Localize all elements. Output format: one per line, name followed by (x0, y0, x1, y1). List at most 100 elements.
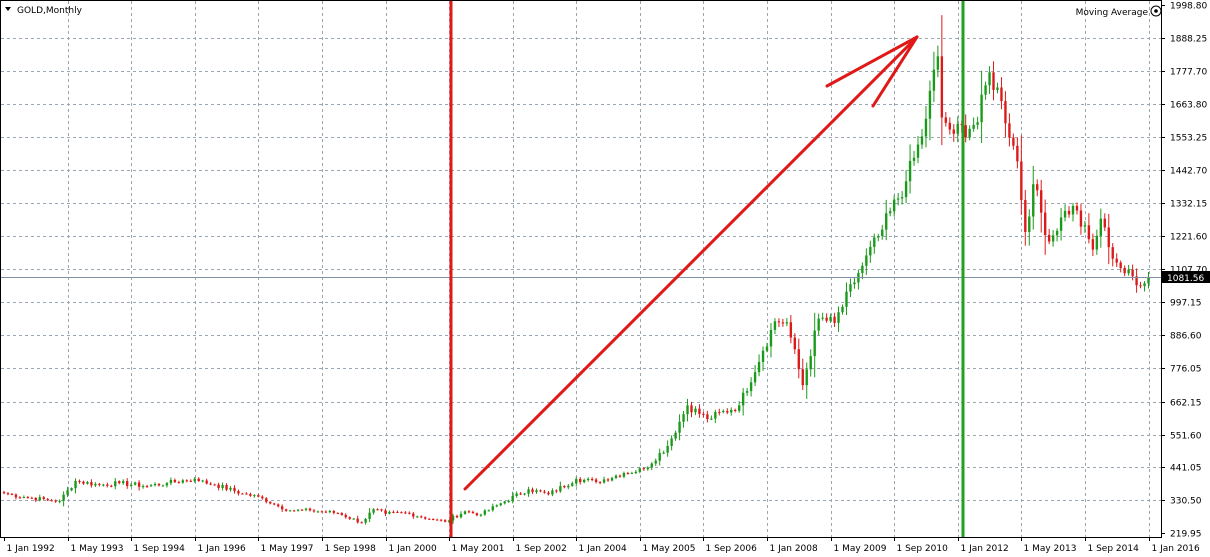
candle (114, 478, 117, 490)
candle (364, 517, 367, 525)
candle (630, 471, 634, 475)
candle (877, 233, 880, 242)
candle (94, 482, 97, 488)
axis-ticks: 1 Jan 1992 1 May 1993 1 Sep 1994 1 Jan 1996… (4, 2, 1207, 554)
candle (686, 398, 689, 422)
candle (447, 519, 451, 524)
x-tick-label: 1 Jan 2012 (961, 544, 1009, 554)
plot-frame (0, 0, 1162, 538)
candle (356, 515, 359, 524)
candle (320, 510, 324, 513)
candle (1008, 113, 1011, 147)
candle (205, 478, 208, 485)
candle (873, 233, 876, 254)
candle (722, 409, 725, 414)
candle (1012, 133, 1015, 150)
candle (801, 358, 804, 391)
candle (1000, 77, 1003, 110)
candle (451, 513, 455, 524)
candle (920, 129, 924, 149)
candle (300, 509, 304, 511)
candle (555, 489, 558, 494)
candle (439, 519, 443, 522)
candle (435, 518, 439, 521)
candle (431, 518, 435, 521)
candle (316, 510, 320, 513)
candle (833, 312, 836, 328)
candle (1075, 202, 1079, 215)
candle (165, 481, 169, 488)
x-tick-label: 1 Jan 2004 (579, 544, 627, 554)
candle (757, 354, 761, 377)
candle (1071, 202, 1075, 222)
candle (137, 480, 141, 491)
x-tick-label: 1 Sep 2002 (516, 544, 567, 554)
candle (2, 490, 6, 495)
candle (745, 387, 749, 397)
chart-title: GOLD,Monthly (17, 6, 83, 16)
candle (658, 448, 661, 466)
x-tick-label: 1 Sep 1998 (325, 544, 377, 554)
candle (1127, 264, 1130, 276)
candle (1024, 189, 1027, 246)
candle (336, 512, 340, 515)
candle (773, 318, 777, 335)
x-tick-label: 1 Sep 1994 (134, 544, 186, 554)
candle (809, 349, 812, 377)
candle (885, 199, 888, 241)
current-price-badge (1162, 271, 1210, 283)
candle (384, 508, 387, 517)
candle (368, 508, 371, 523)
indicator-settings-icon[interactable] (1150, 5, 1162, 17)
candle (249, 492, 252, 497)
candle (221, 482, 224, 491)
candle (193, 477, 196, 483)
candle (352, 517, 355, 520)
candles (2, 15, 1150, 525)
candle (785, 318, 789, 327)
candle (765, 342, 769, 353)
candle (610, 476, 614, 482)
candle (360, 521, 363, 524)
candle (443, 519, 447, 523)
candle (896, 192, 900, 206)
x-tick-label: 1 May 2001 (452, 544, 505, 554)
candle (662, 450, 665, 455)
y-tick-label: 1553.25 (1170, 134, 1207, 144)
candle (547, 491, 550, 496)
candle (567, 483, 570, 490)
candle (503, 500, 506, 505)
candle (1028, 209, 1031, 246)
candle (324, 510, 328, 513)
candle (797, 338, 800, 379)
x-tick-label: 1 Jan 2008 (770, 544, 818, 554)
candle (304, 507, 308, 512)
candle (396, 510, 399, 513)
candle (106, 482, 109, 488)
candle (38, 494, 41, 502)
candle (805, 362, 808, 399)
candle (1020, 135, 1023, 215)
candle (1079, 203, 1083, 235)
candle (185, 479, 188, 483)
candle (471, 510, 475, 514)
candle (710, 415, 713, 421)
y-tick-label: 1442.70 (1170, 167, 1207, 177)
candle (817, 313, 820, 336)
candle (936, 45, 940, 78)
current-price-label: 1081.56 (1167, 274, 1204, 284)
candle (189, 479, 192, 483)
candle (50, 498, 53, 502)
candle (634, 470, 638, 475)
candle (984, 81, 987, 100)
candle (781, 318, 785, 327)
dropdown-triangle-icon[interactable] (5, 7, 11, 11)
candle (22, 495, 26, 499)
candle (1059, 208, 1063, 241)
candle (642, 467, 645, 471)
candle (257, 493, 260, 498)
candle (1091, 233, 1095, 256)
candle (869, 240, 872, 263)
candle (571, 481, 574, 487)
candle (209, 482, 212, 486)
